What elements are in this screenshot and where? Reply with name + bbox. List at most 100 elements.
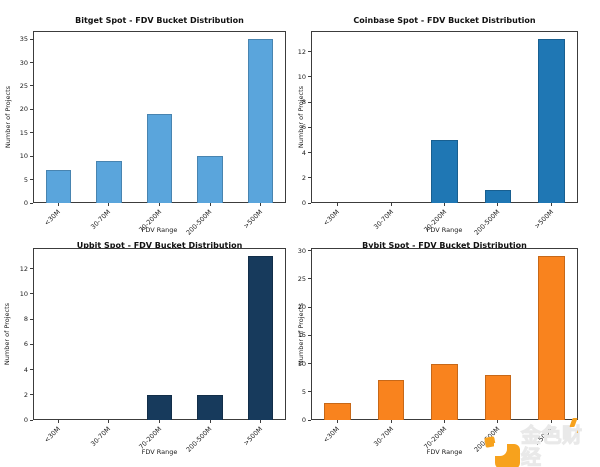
x-tick-label: 30-70M — [371, 425, 395, 448]
x-tick-mark — [108, 420, 110, 423]
y-tick-mark — [30, 343, 33, 345]
y-tick-label: 20 — [19, 105, 28, 114]
y-tick-label: 8 — [23, 315, 28, 324]
y-tick-label: 30 — [297, 246, 306, 255]
y-tick-label: 20 — [297, 303, 306, 312]
y-tick-mark — [30, 108, 33, 110]
jinse-finance-logo-icon — [482, 434, 521, 467]
y-tick-mark — [30, 268, 33, 270]
y-tick-label: 25 — [297, 274, 306, 283]
y-tick-label: 10 — [297, 359, 306, 368]
y-tick-label: 5 — [23, 175, 28, 184]
y-tick-mark — [30, 155, 33, 157]
x-axis-label: FDV Range — [141, 226, 178, 234]
y-tick-label: 15 — [19, 128, 28, 137]
chart-title: Upbit Spot - FDV Bucket Distribution — [76, 241, 243, 250]
chart-panel-bybit-spot: Bybit Spot - FDV Bucket Distribution Num… — [297, 233, 600, 467]
y-tick-mark — [308, 306, 311, 308]
bar — [324, 403, 352, 420]
x-tick-label: >500M — [242, 425, 265, 448]
y-tick-mark — [308, 278, 311, 280]
chart-panel-upbit-spot: Upbit Spot - FDV Bucket Distribution Num… — [0, 233, 300, 467]
y-tick-mark — [30, 419, 33, 421]
x-axis-label: FDV Range — [426, 226, 463, 234]
y-tick-label: 0 — [23, 416, 28, 424]
x-tick-label: 30-70M — [89, 425, 113, 448]
x-tick-label: <30M — [322, 208, 342, 228]
x-axis-label: FDV Range — [426, 448, 463, 456]
y-tick-label: 5 — [301, 387, 306, 396]
bar — [45, 170, 71, 203]
x-tick-mark — [57, 203, 59, 206]
bar — [484, 190, 512, 203]
x-tick-mark — [497, 420, 499, 423]
y-tick-mark — [308, 126, 311, 128]
y-tick-mark — [308, 202, 311, 204]
y-tick-mark — [30, 394, 33, 396]
y-tick-label: 35 — [19, 35, 28, 44]
bar — [96, 160, 122, 203]
y-tick-label: 12 — [297, 47, 306, 56]
y-tick-mark — [308, 419, 311, 421]
y-tick-label: 12 — [19, 264, 28, 273]
watermark: 金色财经 — [482, 418, 600, 467]
bar — [197, 394, 223, 420]
y-tick-mark — [30, 179, 33, 181]
x-tick-mark — [159, 203, 160, 206]
x-tick-label: <30M — [42, 208, 62, 228]
y-tick-mark — [308, 76, 311, 78]
y-tick-mark — [308, 152, 311, 154]
y-tick-label: 25 — [19, 81, 28, 90]
x-tick-mark — [209, 203, 211, 206]
x-tick-mark — [390, 420, 392, 423]
y-tick-mark — [30, 202, 33, 204]
y-tick-label: 2 — [301, 173, 306, 182]
y-tick-mark — [308, 250, 311, 252]
x-tick-mark — [444, 203, 445, 206]
y-tick-label: 4 — [23, 365, 28, 374]
bar — [377, 380, 405, 420]
y-tick-mark — [30, 293, 33, 295]
y-tick-mark — [30, 38, 33, 40]
y-tick-label: 6 — [23, 340, 28, 349]
bar — [248, 39, 274, 203]
x-tick-mark — [444, 420, 445, 423]
y-axis-label: Number of Projects — [4, 85, 12, 149]
y-tick-label: 10 — [19, 152, 28, 161]
x-tick-label: <30M — [322, 425, 342, 445]
bar — [431, 363, 458, 420]
x-axis-label: FDV Range — [141, 448, 178, 456]
x-tick-mark — [159, 420, 160, 423]
x-tick-label: <30M — [42, 425, 62, 445]
y-tick-label: 0 — [23, 199, 28, 207]
x-tick-mark — [550, 203, 552, 206]
y-tick-label: 6 — [301, 123, 306, 132]
chart-panel-coinbase-spot: Coinbase Spot - FDV Bucket Distribution … — [297, 0, 600, 237]
bar — [248, 256, 274, 420]
x-tick-mark — [337, 203, 339, 206]
y-tick-mark — [308, 101, 311, 103]
chart-title: Bybit Spot - FDV Bucket Distribution — [362, 241, 527, 250]
x-tick-mark — [260, 203, 262, 206]
y-tick-mark — [308, 363, 311, 364]
y-tick-mark — [30, 85, 33, 87]
y-tick-mark — [308, 391, 311, 393]
x-tick-mark — [337, 420, 339, 423]
y-tick-label: 30 — [19, 58, 28, 67]
x-tick-mark — [550, 420, 552, 423]
y-axis-label: Number of Projects — [3, 302, 11, 366]
y-tick-mark — [30, 132, 33, 134]
bar — [146, 114, 173, 203]
x-tick-mark — [209, 420, 211, 423]
x-tick-mark — [390, 203, 392, 206]
y-tick-label: 15 — [297, 331, 306, 340]
y-tick-mark — [30, 62, 33, 64]
y-tick-label: 0 — [301, 199, 306, 207]
y-tick-mark — [308, 177, 311, 179]
bar — [146, 394, 173, 420]
chart-panel-bitget-spot: Bitget Spot - FDV Bucket Distribution Nu… — [0, 0, 300, 237]
bar — [537, 256, 565, 420]
y-tick-mark — [308, 51, 311, 53]
logo-big-square — [494, 443, 520, 467]
